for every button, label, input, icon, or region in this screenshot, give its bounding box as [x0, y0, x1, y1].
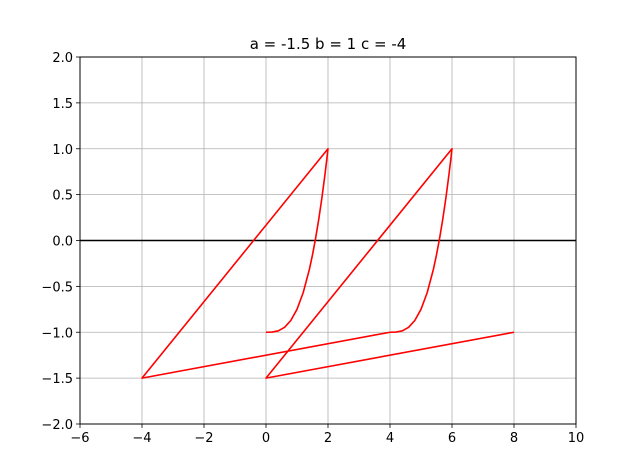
x-tick-label: 10 [568, 431, 585, 446]
x-tick-label: −4 [132, 431, 151, 446]
y-tick-label: −1.5 [41, 372, 73, 387]
y-tick-label: 1.0 [52, 143, 73, 158]
x-tick-label: −6 [70, 431, 89, 446]
y-tick-label: −0.5 [41, 280, 73, 295]
series-group [141, 147, 515, 379]
x-tick-label: 0 [262, 431, 270, 446]
x-tick-label: 8 [510, 431, 518, 446]
chart-title: a = -1.5 b = 1 c = -4 [250, 35, 407, 53]
y-tick-label: −2.0 [41, 418, 73, 433]
y-tick-label: 0.0 [52, 235, 73, 250]
series-line [141, 147, 515, 379]
x-tick-label: 2 [324, 431, 332, 446]
y-tick-label: 1.5 [52, 97, 73, 112]
x-tick-label: −2 [194, 431, 213, 446]
x-tick-label: 6 [448, 431, 456, 446]
axis-ticks: −6 −4 −2 0 2 4 6 8 10 −2.0 −1.5 −1.0 −0.5 0.0 0.5 1.0 1.… [41, 51, 584, 446]
y-tick-label: 2.0 [52, 51, 73, 66]
x-tick-label: 4 [386, 431, 394, 446]
y-tick-label: 0.5 [52, 189, 73, 204]
y-tick-label: −1.0 [41, 326, 73, 341]
